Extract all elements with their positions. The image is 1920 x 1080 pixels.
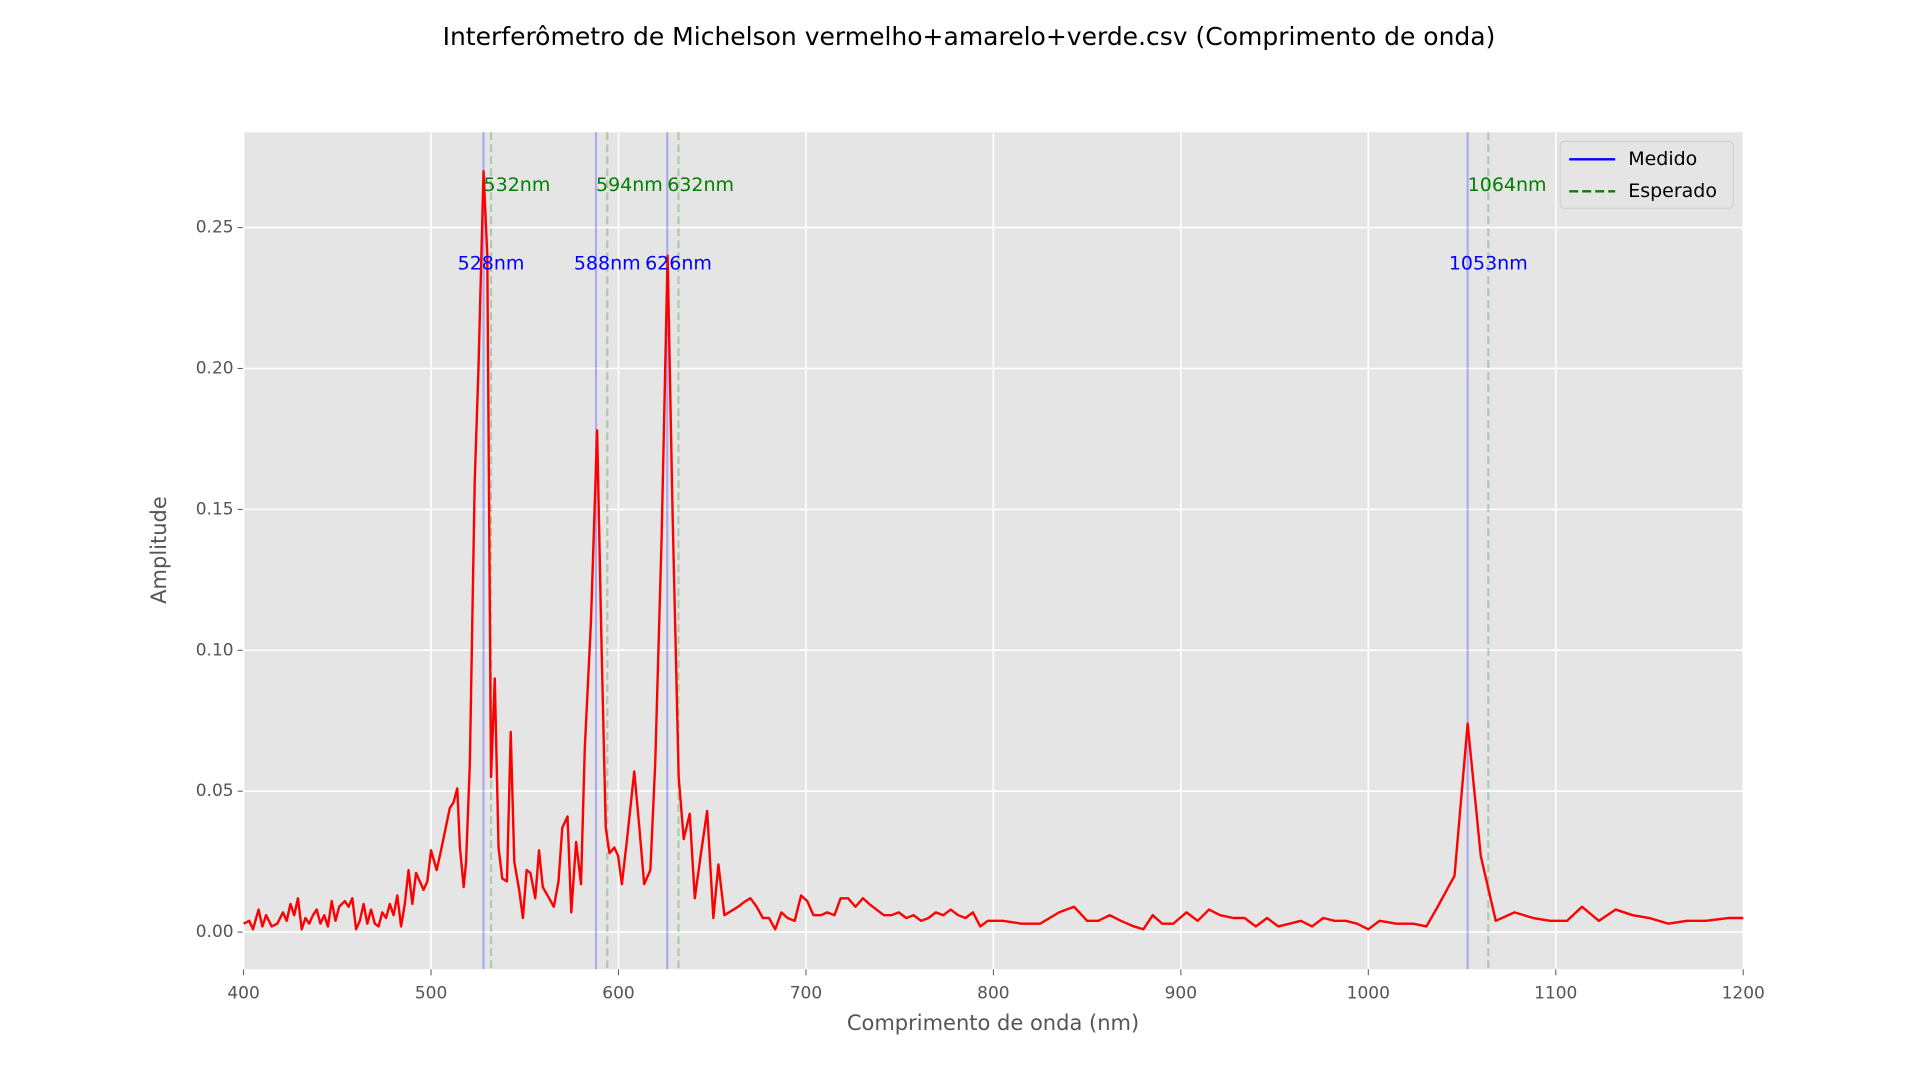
measured-label: 588nm — [574, 253, 641, 275]
expected-label: 632nm — [667, 174, 734, 196]
x-tick-label: 700 — [790, 983, 822, 1003]
y-axis-label: Amplitude — [147, 496, 171, 604]
x-tick-label: 600 — [602, 983, 634, 1003]
y-tick-label: 0.10 — [196, 640, 234, 660]
y-tick-label: 0.25 — [196, 218, 234, 238]
y-tick-label: 0.20 — [196, 358, 234, 378]
y-tick-label: 0.15 — [196, 499, 234, 519]
x-tick-label: 400 — [227, 983, 259, 1003]
x-tick-label: 1200 — [1722, 983, 1765, 1003]
expected-label: 594nm — [596, 174, 663, 196]
x-axis-label: Comprimento de onda (nm) — [847, 1011, 1139, 1035]
measured-label: 528nm — [458, 253, 525, 275]
x-tick-label: 1100 — [1534, 983, 1577, 1003]
x-tick-label: 500 — [415, 983, 447, 1003]
x-tick-label: 1000 — [1347, 983, 1390, 1003]
expected-label: 1064nm — [1468, 174, 1547, 196]
measured-label: 626nm — [645, 253, 712, 275]
expected-label: 532nm — [484, 174, 551, 196]
measured-label: 1053nm — [1449, 253, 1528, 275]
data-line — [243, 169, 1744, 931]
chart-title: Interferômetro de Michelson vermelho+ama… — [443, 22, 1496, 51]
x-tick-label: 900 — [1165, 983, 1197, 1003]
y-tick-label: 0.00 — [196, 922, 234, 942]
legend-label: Esperado — [1628, 180, 1717, 202]
legend-label: Medido — [1628, 148, 1697, 170]
x-tick-label: 800 — [977, 983, 1009, 1003]
y-tick-label: 0.05 — [196, 781, 234, 801]
legend: Medido Esperado — [1559, 140, 1734, 209]
